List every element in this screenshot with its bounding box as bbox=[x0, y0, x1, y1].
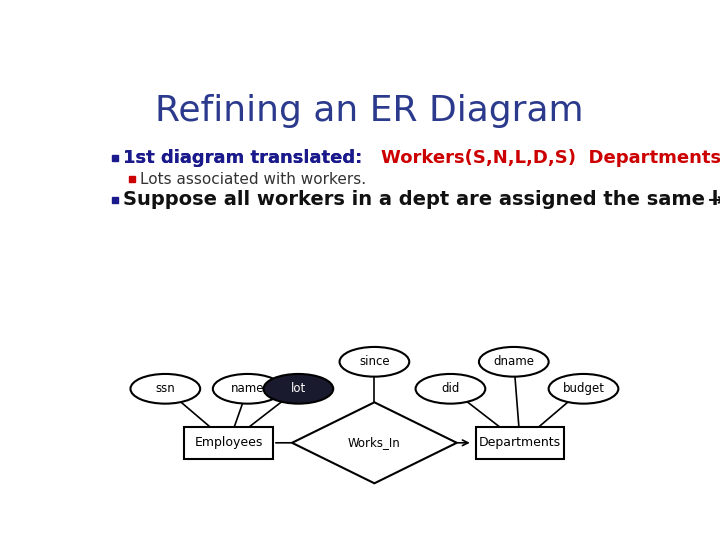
Ellipse shape bbox=[549, 374, 618, 404]
Text: Works_In: Works_In bbox=[348, 436, 401, 449]
Text: ssn: ssn bbox=[156, 382, 175, 395]
Text: 1st diagram translated:: 1st diagram translated: bbox=[124, 150, 375, 167]
Text: Employees: Employees bbox=[194, 436, 263, 449]
Text: Workers(S,N,L,D,S)  Departments(D,M,B): Workers(S,N,L,D,S) Departments(D,M,B) bbox=[381, 150, 720, 167]
Text: Departments: Departments bbox=[479, 436, 561, 449]
Text: lot: lot bbox=[291, 382, 306, 395]
Text: did: did bbox=[441, 382, 459, 395]
Ellipse shape bbox=[213, 374, 282, 404]
Text: Refining an ER Diagram: Refining an ER Diagram bbox=[155, 94, 583, 128]
Text: name: name bbox=[231, 382, 264, 395]
Ellipse shape bbox=[415, 374, 485, 404]
FancyBboxPatch shape bbox=[476, 427, 564, 459]
Text: Lots associated with workers.: Lots associated with workers. bbox=[140, 172, 366, 187]
Ellipse shape bbox=[340, 347, 409, 377]
Ellipse shape bbox=[479, 347, 549, 377]
Ellipse shape bbox=[130, 374, 200, 404]
Text: dname: dname bbox=[493, 355, 534, 368]
Polygon shape bbox=[292, 402, 456, 483]
Text: since: since bbox=[359, 355, 390, 368]
Text: Suppose all workers in a dept are assigned the same lot:   D: Suppose all workers in a dept are assign… bbox=[124, 191, 720, 210]
FancyBboxPatch shape bbox=[184, 427, 273, 459]
Text: budget: budget bbox=[562, 382, 605, 395]
Text: 1st diagram translated:: 1st diagram translated: bbox=[124, 150, 375, 167]
Ellipse shape bbox=[264, 374, 333, 404]
